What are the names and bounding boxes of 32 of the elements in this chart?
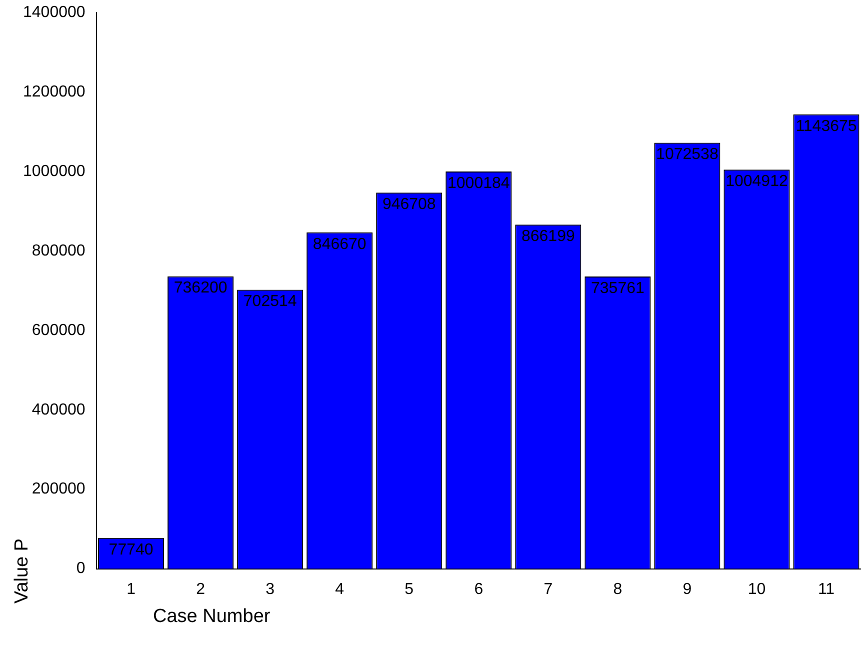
data-label: 702514 xyxy=(243,293,297,310)
data-label: 735761 xyxy=(590,280,644,297)
data-label: 866199 xyxy=(521,228,575,246)
y-tick-label: 1000000 xyxy=(22,162,86,180)
data-label: 77740 xyxy=(108,541,154,558)
y-tick-label: 0 xyxy=(76,560,86,578)
data-label: 846670 xyxy=(312,236,366,253)
x-tick-label: 7 xyxy=(544,580,553,598)
data-label: 1143675 xyxy=(796,118,857,135)
x-axis-title: Case Number xyxy=(153,606,270,628)
x-tick-label: 8 xyxy=(613,580,622,598)
x-tick-label: 9 xyxy=(682,580,692,598)
y-axis-title: Value P xyxy=(12,538,34,604)
y-tick-label: 800000 xyxy=(32,242,86,260)
data-label: 736200 xyxy=(174,280,228,297)
y-tick-label: 200000 xyxy=(32,480,86,498)
data-label: 1000184 xyxy=(447,174,510,192)
x-tick-label: 5 xyxy=(404,580,414,598)
x-tick-label: 2 xyxy=(196,580,206,598)
y-tick-label: 400000 xyxy=(32,401,86,418)
data-label: 946708 xyxy=(382,196,436,214)
y-tick-label: 600000 xyxy=(32,322,86,339)
x-tick-label: 6 xyxy=(474,580,484,598)
x-tick-label: 10 xyxy=(748,580,766,598)
x-tick-label: 1 xyxy=(126,580,136,598)
data-label: 1072538 xyxy=(656,146,718,164)
y-tick-label: 1400000 xyxy=(22,4,86,22)
x-tick-label: 3 xyxy=(266,580,275,598)
data-label: 1004912 xyxy=(726,172,788,190)
x-tick-label: 11 xyxy=(818,580,835,598)
y-tick-label: 1200000 xyxy=(22,83,86,100)
x-tick-label: 4 xyxy=(335,580,344,598)
